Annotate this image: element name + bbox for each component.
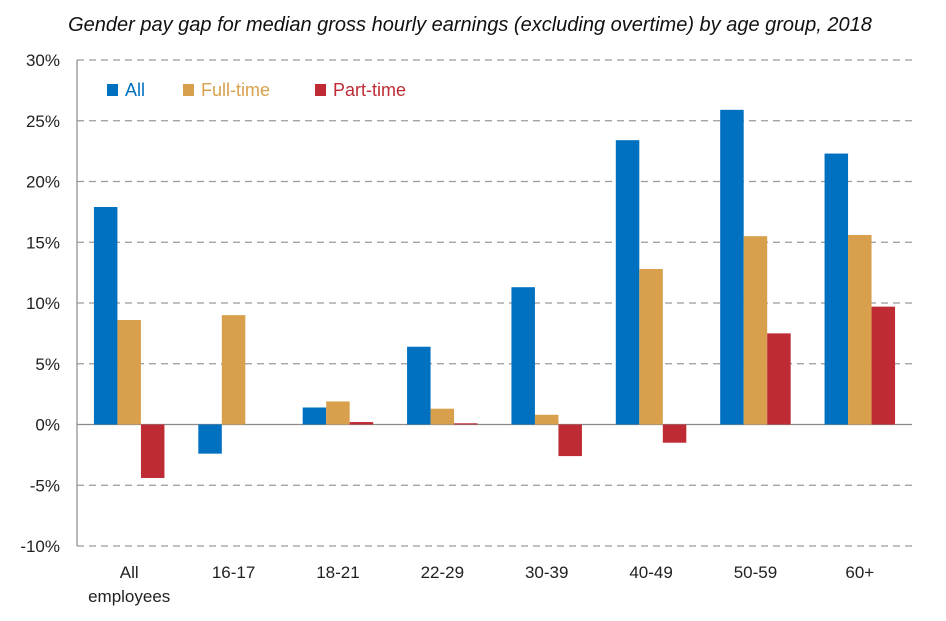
bar-all: [302, 407, 327, 425]
bar-full-time: [534, 414, 559, 425]
bar-all: [511, 287, 535, 425]
bar-full-time: [117, 320, 141, 425]
bar-full-time: [743, 236, 768, 425]
chart-title: Gender pay gap for median gross hourly e…: [68, 14, 872, 36]
bar-all: [720, 109, 744, 425]
legend-swatch: [183, 84, 194, 96]
bar-part-time: [662, 424, 687, 443]
y-tick-label: 10%: [26, 294, 60, 313]
bar-all: [615, 140, 640, 425]
legend-swatch: [107, 84, 118, 96]
bar-part-time: [454, 423, 478, 425]
y-tick-label: 20%: [26, 173, 60, 192]
legend-label: All: [125, 80, 145, 100]
legend-label: Full-time: [201, 80, 270, 100]
y-tick-label: -10%: [20, 537, 60, 556]
y-tick-label: 5%: [35, 355, 60, 374]
bar-full-time: [221, 315, 246, 425]
bar-all: [407, 346, 431, 425]
x-tick-label: employees: [88, 587, 170, 606]
bar-part-time: [558, 424, 582, 457]
bar-all: [198, 424, 222, 454]
x-tick-label: 22-29: [421, 563, 464, 582]
x-tick-label: 40-49: [629, 563, 672, 582]
bar-part-time: [871, 306, 896, 425]
bar-all: [824, 153, 849, 425]
bar-part-time: [349, 422, 374, 425]
x-tick-label: 30-39: [525, 563, 568, 582]
x-tick-label: 50-59: [734, 563, 777, 582]
y-tick-label: 25%: [26, 112, 60, 131]
bar-all: [93, 207, 118, 425]
x-tick-label: 60+: [845, 563, 874, 582]
y-tick-label: -5%: [30, 476, 60, 495]
bar-part-time: [140, 424, 165, 478]
bar-full-time: [639, 268, 663, 425]
y-tick-label: 15%: [26, 233, 60, 252]
x-tick-label: 18-21: [316, 563, 359, 582]
y-tick-label: 0%: [35, 416, 60, 435]
legend-swatch: [315, 84, 326, 96]
bar-full-time: [326, 401, 350, 425]
x-tick-label: 16-17: [212, 563, 255, 582]
legend-label: Part-time: [333, 80, 406, 100]
bar-full-time: [848, 234, 872, 425]
y-tick-label: 30%: [26, 51, 60, 70]
bar-part-time: [767, 333, 791, 425]
x-tick-label: All: [120, 563, 139, 582]
bar-full-time: [430, 408, 455, 425]
